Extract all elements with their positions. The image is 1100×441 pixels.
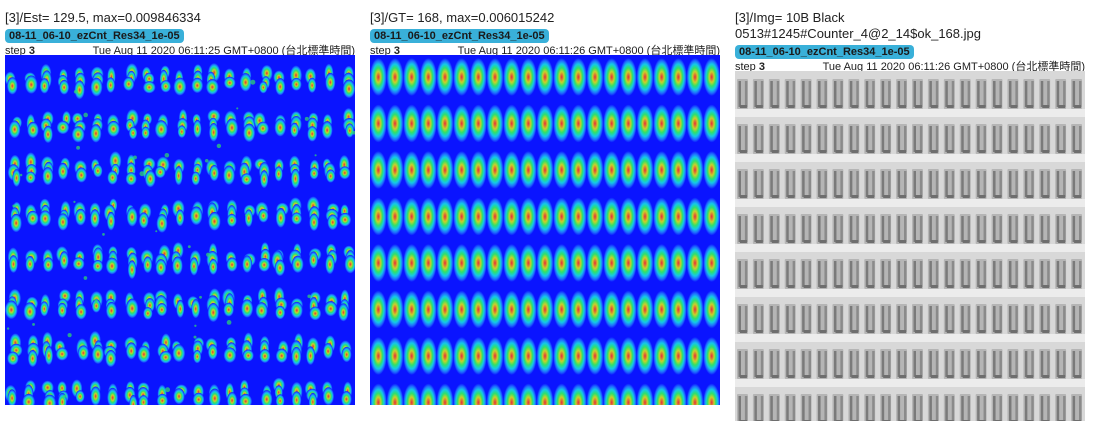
gt-step-label: step <box>370 45 391 57</box>
gt-heatmap-image[interactable] <box>370 55 720 405</box>
gt-run-badge: 08-11_06-10_ezCnt_Res34_1e-05 <box>370 29 549 43</box>
img-run-badge: 08-11_06-10_ezCnt_Res34_1e-05 <box>735 45 914 59</box>
est-panel-title: [3]/Est= 129.5, max=0.009846334 <box>5 10 201 25</box>
img-step-row: step 3 Tue Aug 11 2020 06:11:26 GMT+0800… <box>735 60 1085 74</box>
gt-step-row: step 3 Tue Aug 11 2020 06:11:26 GMT+0800… <box>370 44 720 58</box>
gt-panel: [3]/GT= 168, max=0.006015242 08-11_06-10… <box>370 10 720 405</box>
est-step-row: step 3 Tue Aug 11 2020 06:11:25 GMT+0800… <box>5 44 355 58</box>
gt-step-number: 3 <box>393 45 400 57</box>
est-heatmap-image[interactable] <box>5 55 355 405</box>
component-photo-image[interactable] <box>735 71 1085 421</box>
img-timestamp: Tue Aug 11 2020 06:11:26 GMT+0800 (台北標準時… <box>822 61 1085 73</box>
img-step-number: 3 <box>758 61 765 73</box>
est-timestamp: Tue Aug 11 2020 06:11:25 GMT+0800 (台北標準時… <box>92 45 355 57</box>
img-step-label: step <box>735 61 756 73</box>
img-panel: [3]/Img= 10B Black 0513#1245#Counter_4@2… <box>735 10 1085 421</box>
est-run-badge: 08-11_06-10_ezCnt_Res34_1e-05 <box>5 29 184 43</box>
gt-timestamp: Tue Aug 11 2020 06:11:26 GMT+0800 (台北標準時… <box>457 45 720 57</box>
est-panel: [3]/Est= 129.5, max=0.009846334 08-11_06… <box>5 10 355 405</box>
img-panel-filename: 0513#1245#Counter_4@2_14$ok_168.jpg <box>735 26 981 41</box>
est-step-number: 3 <box>28 45 35 57</box>
gt-panel-title: [3]/GT= 168, max=0.006015242 <box>370 10 555 25</box>
est-step-label: step <box>5 45 26 57</box>
img-panel-title: [3]/Img= 10B Black <box>735 10 845 25</box>
